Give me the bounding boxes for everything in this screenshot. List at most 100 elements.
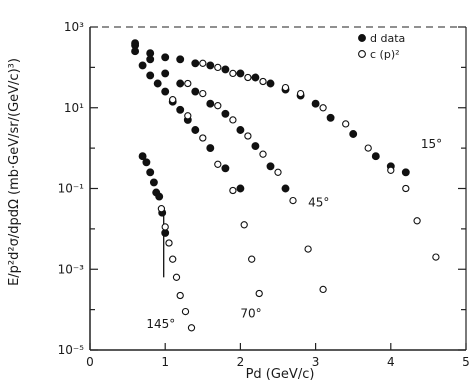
data-point-open: [172, 273, 181, 281]
data-point-filled: [236, 184, 245, 193]
data-point-filled: [146, 55, 155, 64]
data-point-filled: [221, 109, 230, 118]
legend-label: d data: [370, 32, 405, 45]
x-tick-label: 3: [312, 355, 320, 369]
data-point-open: [259, 77, 267, 86]
data-point-filled: [138, 61, 147, 70]
data-point-open: [387, 166, 395, 174]
data-point-filled: [349, 130, 358, 138]
legend: d data c (p)²: [358, 32, 405, 61]
data-point-open: [255, 289, 263, 298]
angle-label: 145°: [146, 317, 175, 331]
data-point-open: [240, 221, 248, 229]
y-tick-label: 10³: [64, 20, 84, 34]
x-tick-label: 1: [161, 355, 169, 369]
y-tick-label: 10¹: [64, 101, 84, 115]
data-point-open: [229, 186, 237, 195]
y-axis-title: E/p²d²σ/dpdΩ (mb·GeV/sr/(GeV/c)³): [7, 58, 22, 286]
data-point-filled: [266, 79, 275, 88]
data-point-filled: [131, 47, 140, 56]
data-point-open: [432, 253, 440, 261]
data-point-filled: [311, 99, 320, 108]
data-point-filled: [155, 192, 164, 201]
data-point-open: [214, 102, 222, 110]
data-point-open: [169, 96, 177, 104]
data-point-open: [289, 196, 297, 205]
data-point-open: [157, 205, 166, 213]
data-point-filled: [236, 69, 245, 78]
data-point-filled: [161, 87, 170, 96]
legend-marker-filled: [358, 34, 366, 42]
data-point-filled: [146, 71, 155, 80]
data-point-open: [413, 217, 421, 225]
data-point-open: [248, 255, 256, 263]
data-point-filled: [206, 99, 215, 108]
data-point-open: [296, 89, 305, 98]
data-points: [131, 39, 440, 332]
data-point-open: [402, 184, 410, 193]
axis-ticks: 0 1 2 3 4 5 10³ 10¹ 10⁻¹ 10⁻³ 10⁻⁵: [58, 20, 470, 369]
data-point-open: [342, 120, 350, 128]
y-tick-label: 10⁻⁵: [58, 343, 85, 357]
angle-annotations: 15° 45° 70° 145°: [146, 137, 442, 331]
data-point-open: [199, 134, 207, 142]
data-point-open: [214, 63, 222, 72]
angle-label: 45°: [308, 196, 329, 210]
data-point-filled: [191, 126, 200, 134]
data-point-filled: [206, 144, 215, 153]
data-point-open: [181, 307, 190, 316]
x-tick-label: 4: [387, 355, 395, 369]
data-point-filled: [161, 53, 170, 62]
data-point-filled: [149, 178, 158, 187]
data-point-open: [199, 89, 207, 98]
data-point-filled: [401, 168, 410, 177]
data-point-filled: [191, 59, 200, 68]
angle-label: 15°: [421, 137, 442, 151]
data-point-open: [169, 255, 177, 263]
data-point-open: [304, 245, 312, 253]
data-point-open: [281, 83, 290, 92]
angle-label: 70°: [240, 307, 261, 321]
y-tick-label: 10⁻¹: [58, 182, 85, 196]
data-point-open: [364, 144, 372, 152]
data-point-filled: [221, 164, 230, 173]
data-point-filled: [281, 184, 290, 193]
data-point-filled: [266, 162, 275, 171]
data-point-open: [244, 73, 252, 82]
data-point-filled: [251, 73, 260, 82]
data-point-open: [199, 59, 207, 67]
data-point-open: [184, 79, 192, 88]
data-point-filled: [142, 158, 151, 167]
data-point-filled: [236, 126, 245, 134]
y-tick-label: 10⁻³: [58, 262, 85, 276]
data-point-filled: [251, 142, 260, 151]
data-point-open: [259, 150, 267, 158]
data-point-open: [319, 104, 327, 112]
data-point-filled: [206, 61, 215, 70]
data-point-filled: [326, 113, 335, 122]
data-point-open: [244, 132, 252, 140]
x-axis-title: Pd (GeV/c): [246, 367, 315, 382]
data-point-open: [319, 285, 327, 294]
data-point-filled: [146, 168, 155, 177]
x-tick-label: 0: [86, 355, 94, 369]
data-point-filled: [161, 69, 170, 78]
data-point-open: [184, 112, 192, 120]
legend-label: c (p)²: [370, 48, 400, 61]
data-point-filled: [153, 79, 162, 88]
legend-marker-open: [358, 50, 366, 58]
data-point-open: [229, 116, 237, 124]
data-point-open: [274, 168, 282, 176]
data-point-filled: [176, 55, 185, 64]
x-tick-label: 2: [237, 355, 245, 369]
data-point-open: [176, 291, 184, 300]
data-point-filled: [176, 79, 185, 88]
data-point-open: [229, 69, 237, 78]
data-point-open: [165, 239, 173, 247]
data-point-open: [161, 223, 169, 231]
data-point-filled: [191, 87, 200, 96]
x-tick-label: 5: [462, 355, 470, 369]
data-point-filled: [138, 152, 147, 161]
data-point-filled: [176, 105, 185, 114]
